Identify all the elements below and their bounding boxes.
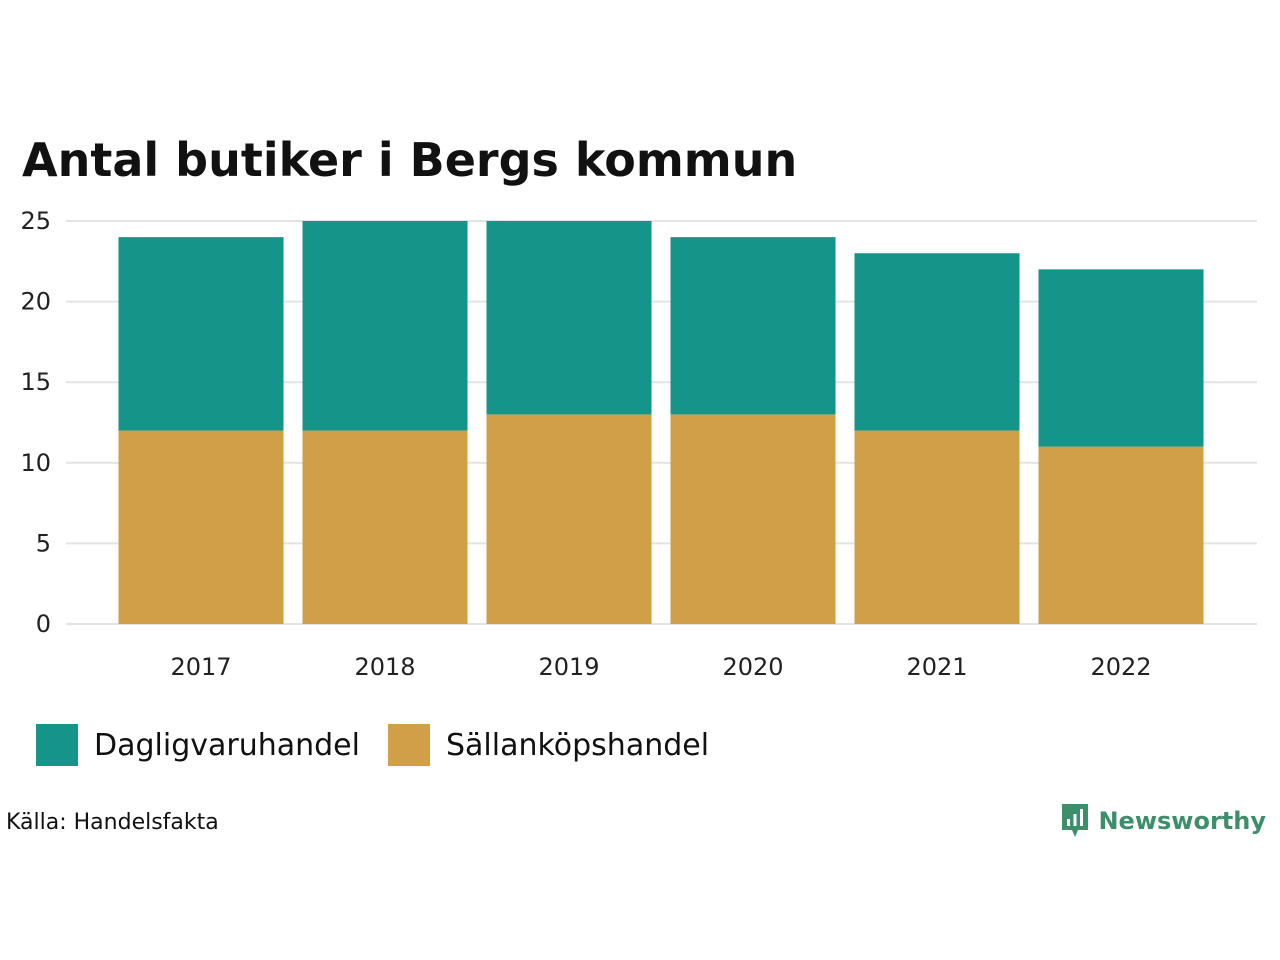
legend-swatch-dagligvaruhandel (36, 724, 78, 766)
newsworthy-logo-icon (1062, 804, 1089, 837)
legend-label-dagligvaruhandel: Dagligvaruhandel (94, 727, 360, 763)
legend-swatch-sallankopshandel (387, 724, 430, 766)
bar-sallankopshandel-2021 (854, 430, 1020, 624)
x-tick-label-2020: 2020 (722, 653, 783, 681)
y-tick-label-20: 20 (20, 288, 51, 316)
bar-dagligvaruhandel-2020 (670, 237, 836, 415)
y-tick-label-25: 25 (20, 207, 51, 235)
bar-sallankopshandel-2020 (670, 414, 836, 624)
x-tick-label-2017: 2017 (170, 653, 231, 681)
x-tick-label-2019: 2019 (538, 653, 599, 681)
bar-dagligvaruhandel-2019 (486, 221, 652, 415)
chart-title: Antal butiker i Bergs kommun (22, 133, 798, 187)
bar-dagligvaruhandel-2022 (1038, 269, 1204, 447)
legend: Dagligvaruhandel Sällanköpshandel (36, 724, 737, 766)
y-tick-label-5: 5 (36, 529, 51, 557)
x-tick-label-2018: 2018 (354, 653, 415, 681)
y-tick-label-15: 15 (20, 368, 51, 396)
y-axis-ticks: 0 5 10 15 20 25 (20, 207, 51, 638)
bars (118, 221, 1204, 624)
legend-label-sallankopshandel: Sällanköpshandel (445, 727, 710, 763)
bar-sallankopshandel-2017 (118, 430, 284, 624)
legend-item-sallankopshandel: Sällanköpshandel (387, 724, 710, 766)
bar-dagligvaruhandel-2017 (118, 237, 284, 431)
x-tick-label-2022: 2022 (1090, 653, 1151, 681)
bar-sallankopshandel-2022 (1038, 446, 1204, 624)
source-note: Källa: Handelsfakta (6, 810, 219, 835)
x-axis-ticks: 2017 2018 2019 2020 2021 2022 (170, 653, 1151, 681)
bar-dagligvaruhandel-2021 (854, 253, 1020, 431)
brand-name: Newsworthy (1098, 807, 1266, 835)
bar-sallankopshandel-2019 (486, 414, 652, 624)
bar-dagligvaruhandel-2018 (302, 221, 468, 431)
y-tick-label-0: 0 (36, 610, 51, 638)
y-tick-label-10: 10 (20, 449, 51, 477)
brand: Newsworthy (1060, 802, 1266, 840)
x-tick-label-2021: 2021 (906, 653, 967, 681)
legend-item-dagligvaruhandel: Dagligvaruhandel (36, 724, 360, 766)
bar-sallankopshandel-2018 (302, 430, 468, 624)
